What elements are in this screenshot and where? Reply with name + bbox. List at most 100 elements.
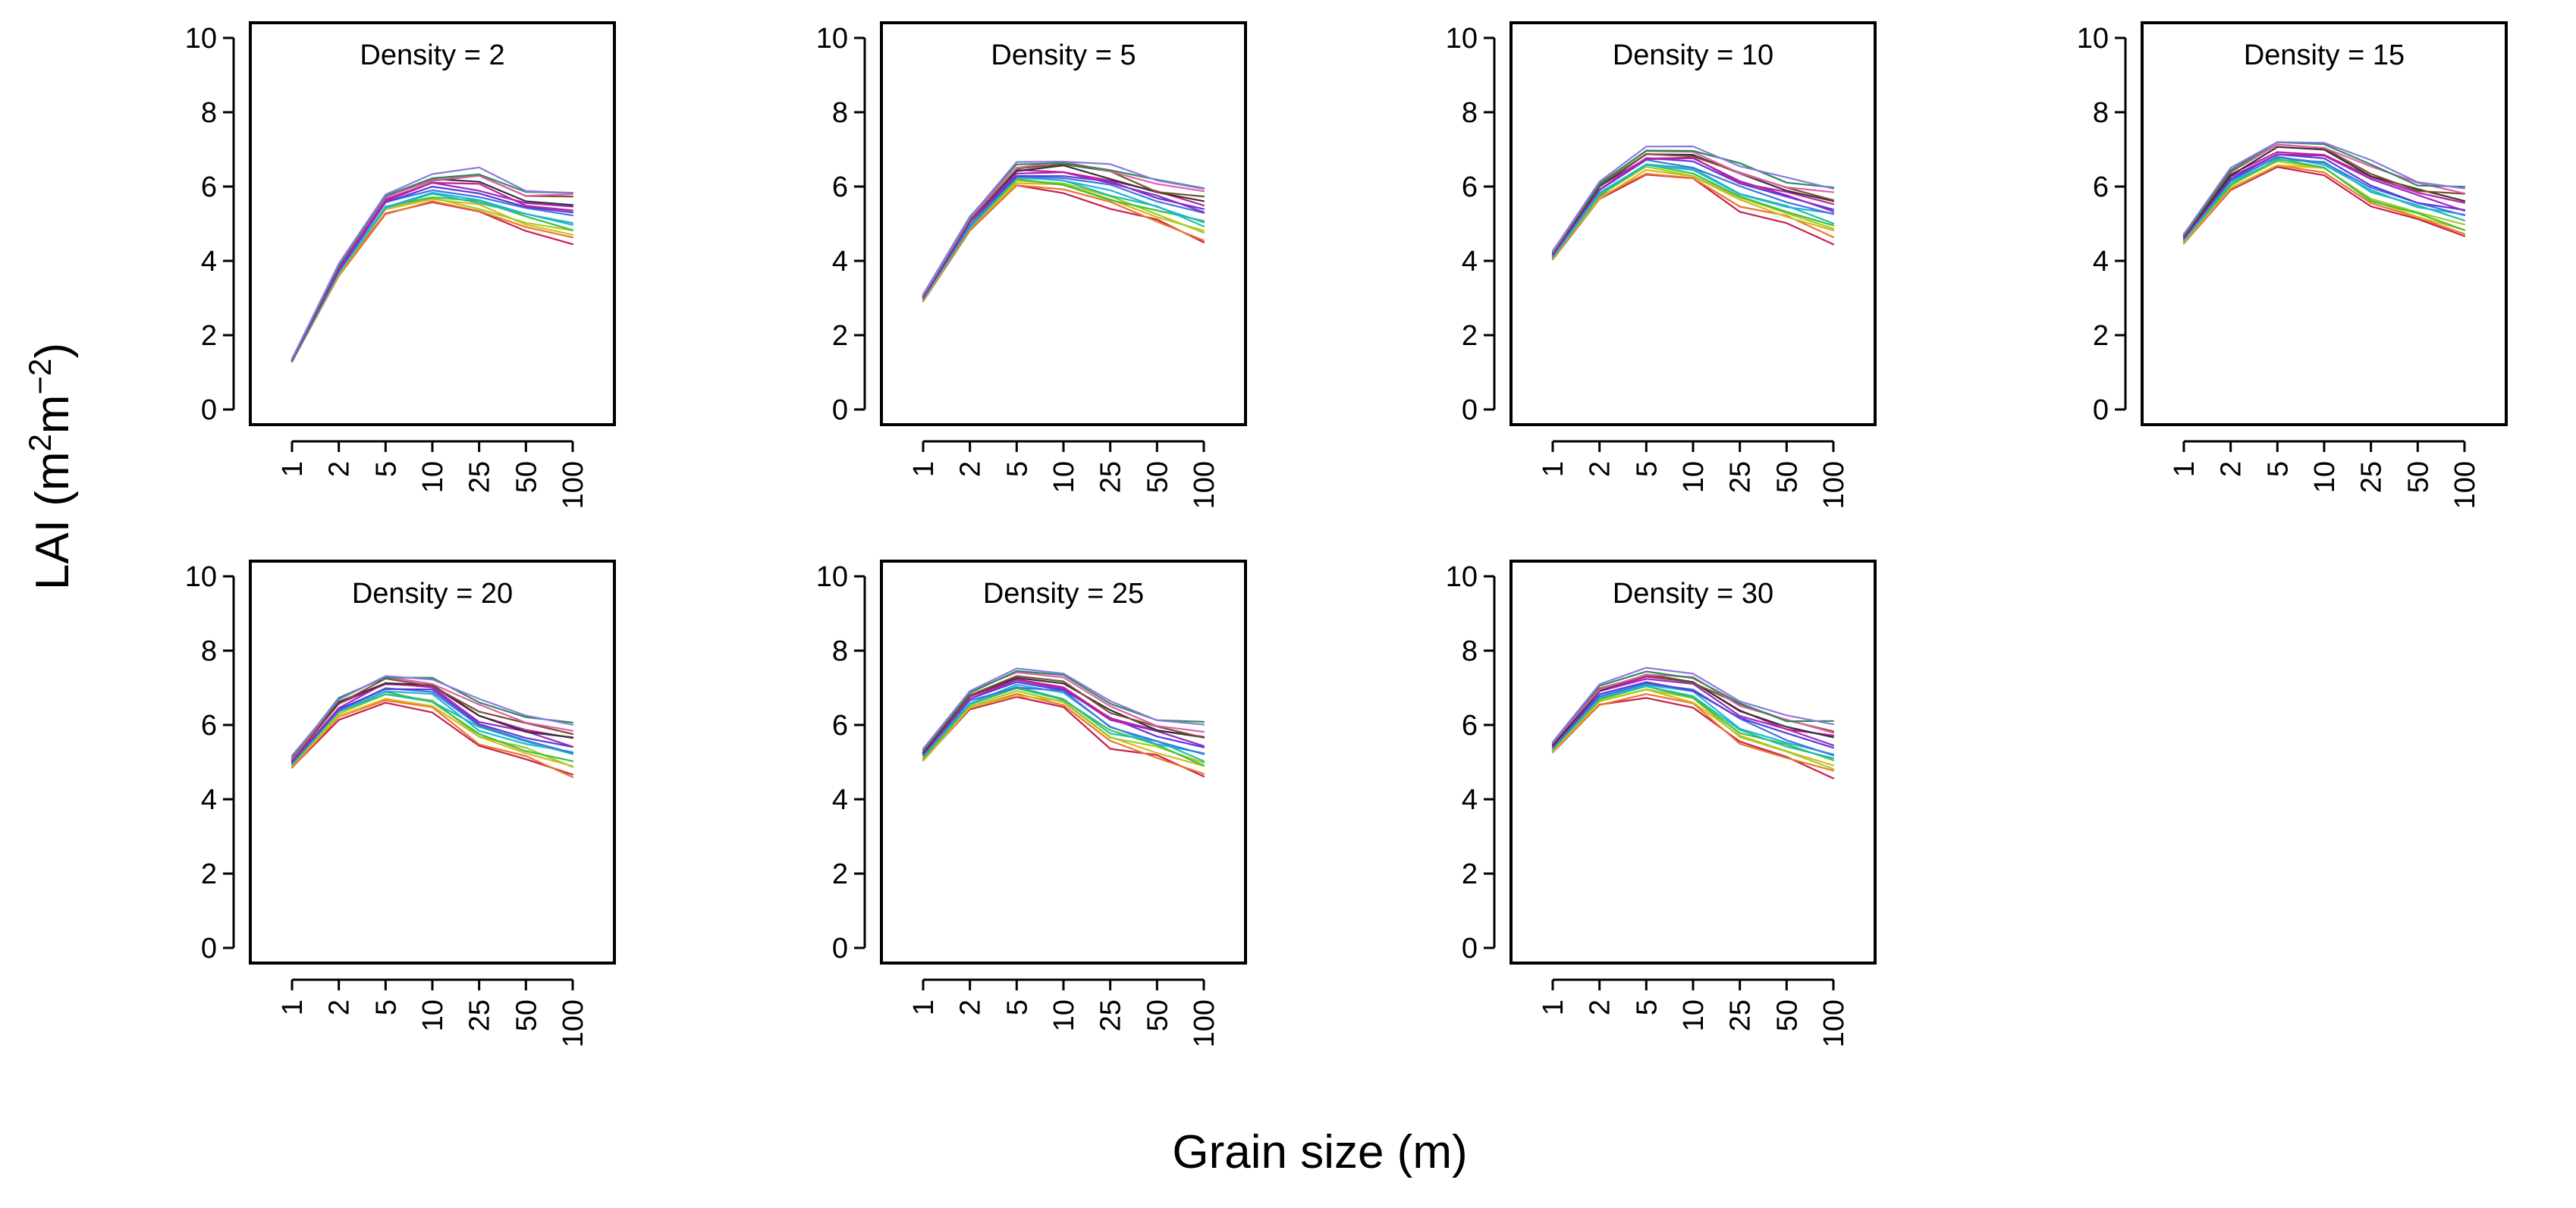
- panel-2-series-line-8: [922, 175, 1205, 299]
- panel-7-series-line-9: [1551, 681, 1835, 749]
- panel-3-series-line-5: [1551, 163, 1835, 259]
- panel-2-series: [922, 161, 1205, 303]
- panel-7-y-tick-label-8: 8: [1462, 635, 1478, 667]
- panel-7-series-line-8: [1551, 682, 1835, 757]
- panel-5-x-tick-label-50: 50: [510, 999, 542, 1031]
- panel-5-series-line-8: [291, 687, 574, 763]
- panel-4-y-tick-label-6: 6: [2093, 171, 2109, 203]
- panel-4-frame: [2141, 21, 2508, 426]
- panel-7-x-tick-label-100: 100: [1818, 999, 1850, 1047]
- panel-6-y-tick-label-0: 0: [832, 933, 848, 965]
- panel-1-x-tick-label-100: 100: [558, 461, 589, 509]
- panel-4-y-tick-label-4: 4: [2093, 246, 2109, 278]
- panel-1-series-line-16: [291, 166, 574, 360]
- panel-3-y-tick-label-8: 8: [1462, 97, 1478, 129]
- panel-5-series-line-1: [291, 701, 574, 776]
- panel-7-y-tick-label-10: 10: [1446, 561, 1478, 593]
- panel-2-frame: [880, 21, 1247, 426]
- panel-2-y-tick-label-8: 8: [832, 97, 848, 129]
- panel-2-x-tick-label-50: 50: [1142, 461, 1173, 493]
- panel-6-x-tick-label-2: 2: [955, 999, 987, 1015]
- panel-3-y-tick-label-10: 10: [1446, 23, 1478, 55]
- panel-6-y-tick-label-10: 10: [816, 561, 848, 593]
- panel-4-x-tick-label-2: 2: [2216, 461, 2248, 477]
- panel-2-x-tick-label-10: 10: [1048, 461, 1080, 493]
- panel-1-y-tick-label-0: 0: [201, 394, 217, 426]
- panel-5-series-line-16: [291, 675, 574, 757]
- panel-6-x-tick-label-1: 1: [908, 999, 940, 1015]
- panel-7-x-tick-label-5: 5: [1631, 999, 1663, 1015]
- panel-2-y-tick-label-10: 10: [816, 23, 848, 55]
- panel-3-y-tick-label-4: 4: [1462, 246, 1478, 278]
- panel-6-series-line-16: [922, 667, 1205, 750]
- panel-1-x-tick-label-10: 10: [417, 461, 449, 493]
- panel-5-y-tick-label-6: 6: [201, 710, 217, 742]
- panel-4-series: [2182, 141, 2466, 245]
- panel-1-y-tick-label-8: 8: [201, 97, 217, 129]
- panel-7-y-tick-label-0: 0: [1462, 933, 1478, 965]
- panel-3-series-line-16: [1551, 145, 1835, 253]
- panel-3-y-tick-label-0: 0: [1462, 394, 1478, 426]
- panel-7-x-tick-label-50: 50: [1771, 999, 1803, 1031]
- panel-1-y-tick-label-2: 2: [201, 320, 217, 352]
- panel-6-x-tick-label-5: 5: [1001, 999, 1033, 1015]
- panel-4-series-line-12: [2182, 146, 2466, 237]
- panel-1-x-tick-label-5: 5: [370, 461, 402, 477]
- panel-3-y-tick-label-2: 2: [1462, 320, 1478, 352]
- panel-5-x-tick-label-10: 10: [417, 999, 449, 1031]
- panel-5-x-tick-label-2: 2: [324, 999, 356, 1015]
- y-axis-title-sup-b: −2: [22, 359, 58, 395]
- panel-5-x-tick-label-1: 1: [277, 999, 309, 1015]
- panel-7-series-line-15: [1551, 670, 1835, 743]
- panel-1-y-tick-label-4: 4: [201, 246, 217, 278]
- panel-3-series-line-7: [1551, 164, 1835, 257]
- panel-6-series-line-7: [922, 683, 1205, 757]
- y-axis-title-sup-a: 2: [22, 434, 58, 451]
- panel-2-series-line-2: [922, 184, 1205, 302]
- panel-7-y-tick-label-2: 2: [1462, 858, 1478, 890]
- panel-2-y-tick-label-2: 2: [832, 320, 848, 352]
- panel-4-y-tick-label-10: 10: [2077, 23, 2109, 55]
- panel-3-series-line-15: [1551, 149, 1835, 252]
- panel-4-x-tick-label-25: 25: [2356, 461, 2388, 493]
- panel-6-y-tick-label-2: 2: [832, 858, 848, 890]
- panel-5-title: Density = 20: [352, 578, 513, 610]
- panel-4-x-tick-label-100: 100: [2449, 461, 2481, 509]
- panel-3-x-tick-label-50: 50: [1771, 461, 1803, 493]
- panel-1-title: Density = 2: [360, 39, 504, 71]
- panel-6-series-line-1: [922, 695, 1205, 778]
- y-axis-title-close: ): [27, 343, 79, 359]
- y-axis-title: LAI (m2m−2): [22, 343, 80, 590]
- y-axis-title-mid: m: [27, 394, 79, 434]
- panel-3-series: [1551, 145, 1835, 261]
- panel-6-frame: [880, 560, 1247, 965]
- panel-4-x-tick-label-5: 5: [2262, 461, 2294, 477]
- panel-5-series-line-3: [291, 698, 574, 767]
- panel-4-series-line-9: [2182, 153, 2466, 240]
- panel-2-series-line-13: [922, 163, 1205, 297]
- panel-2-y-tick-label-6: 6: [832, 171, 848, 203]
- panel-5-series-line-4: [291, 693, 574, 768]
- panel-5-series-line-15: [291, 676, 574, 759]
- panel-1-y-tick-label-6: 6: [201, 171, 217, 203]
- panel-6-y-tick-label-4: 4: [832, 784, 848, 816]
- panel-4-x-tick-label-10: 10: [2309, 461, 2341, 493]
- panel-6-x-tick-label-25: 25: [1095, 999, 1127, 1031]
- panel-5-y-tick-label-8: 8: [201, 635, 217, 667]
- panel-3-x-tick-label-10: 10: [1678, 461, 1710, 493]
- panel-5-x-tick-label-100: 100: [558, 999, 589, 1047]
- panel-5-y-tick-label-0: 0: [201, 933, 217, 965]
- panel-4-series-line-7: [2182, 155, 2466, 242]
- panel-5-frame: [249, 560, 616, 965]
- panel-1-x-tick-label-25: 25: [464, 461, 496, 493]
- panel-2-y-tick-label-4: 4: [832, 246, 848, 278]
- panel-7-series-line-11: [1551, 676, 1835, 747]
- panel-2-title: Density = 5: [991, 39, 1136, 71]
